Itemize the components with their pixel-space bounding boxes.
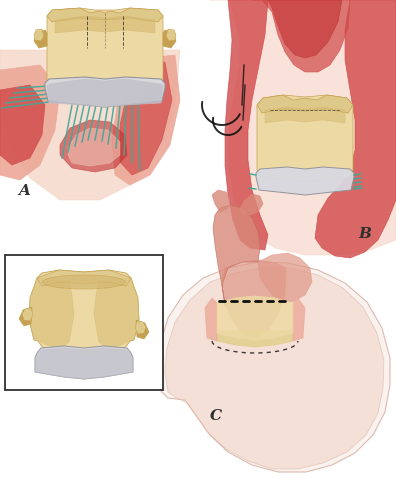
Polygon shape [0, 65, 60, 180]
Polygon shape [258, 253, 312, 302]
Polygon shape [268, 0, 342, 58]
Text: B: B [358, 227, 371, 241]
Polygon shape [112, 55, 180, 185]
Polygon shape [136, 320, 149, 339]
Polygon shape [257, 95, 353, 113]
Polygon shape [47, 8, 163, 93]
Polygon shape [252, 0, 350, 72]
Polygon shape [35, 346, 133, 379]
Polygon shape [37, 270, 131, 286]
Polygon shape [213, 205, 260, 305]
Polygon shape [0, 50, 180, 200]
Polygon shape [34, 29, 44, 41]
Text: A: A [18, 184, 30, 198]
Polygon shape [210, 0, 396, 255]
Polygon shape [265, 107, 345, 123]
Polygon shape [257, 95, 353, 182]
Polygon shape [94, 278, 139, 350]
Text: C: C [210, 409, 222, 423]
Ellipse shape [42, 275, 126, 289]
Polygon shape [135, 321, 146, 334]
Polygon shape [217, 296, 293, 340]
Polygon shape [315, 0, 396, 258]
Polygon shape [166, 29, 176, 41]
Polygon shape [240, 194, 263, 215]
Polygon shape [29, 278, 74, 350]
Polygon shape [120, 62, 172, 175]
Polygon shape [256, 167, 354, 195]
Polygon shape [72, 280, 96, 340]
Polygon shape [217, 331, 293, 347]
Polygon shape [68, 128, 120, 166]
Polygon shape [45, 77, 165, 107]
Polygon shape [222, 260, 286, 338]
Polygon shape [55, 16, 155, 33]
FancyBboxPatch shape [5, 255, 163, 390]
Polygon shape [29, 270, 139, 355]
Polygon shape [34, 30, 47, 48]
Polygon shape [163, 30, 176, 48]
Polygon shape [260, 100, 338, 174]
Polygon shape [205, 298, 217, 341]
Polygon shape [293, 298, 305, 341]
Polygon shape [47, 8, 163, 22]
Polygon shape [19, 307, 32, 326]
Polygon shape [212, 190, 230, 212]
Polygon shape [22, 308, 33, 321]
Polygon shape [0, 85, 45, 165]
Polygon shape [158, 262, 390, 472]
Polygon shape [225, 0, 268, 250]
Polygon shape [60, 120, 127, 172]
Polygon shape [35, 348, 133, 379]
Polygon shape [165, 268, 384, 469]
Polygon shape [47, 79, 163, 107]
